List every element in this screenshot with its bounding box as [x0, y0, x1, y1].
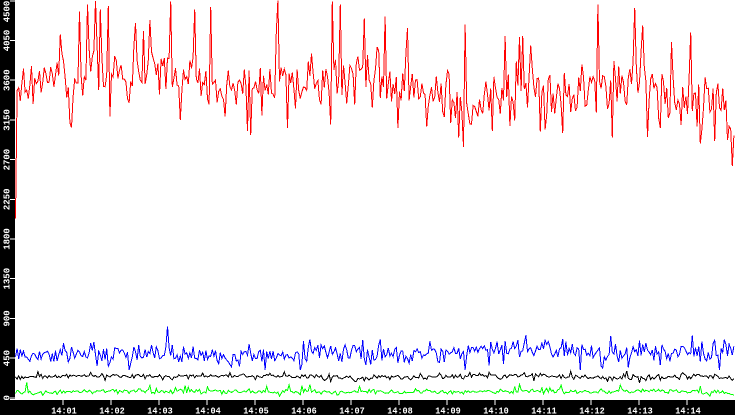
svg-text:14:14: 14:14	[675, 407, 701, 415]
svg-text:14:06: 14:06	[291, 407, 317, 415]
svg-text:0: 0	[2, 395, 12, 400]
svg-text:2250: 2250	[2, 188, 12, 210]
svg-text:14:10: 14:10	[483, 407, 509, 415]
svg-text:14:04: 14:04	[195, 407, 221, 415]
svg-text:900: 900	[2, 310, 12, 326]
svg-text:4500: 4500	[2, 1, 12, 23]
svg-text:450: 450	[2, 350, 12, 366]
svg-text:14:07: 14:07	[339, 407, 365, 415]
svg-text:1800: 1800	[2, 228, 12, 250]
svg-text:14:11: 14:11	[531, 407, 557, 415]
svg-text:14:02: 14:02	[99, 407, 125, 415]
svg-text:14:05: 14:05	[243, 407, 269, 415]
svg-text:4050: 4050	[2, 30, 12, 52]
svg-text:3150: 3150	[2, 109, 12, 131]
svg-text:14:09: 14:09	[435, 407, 461, 415]
svg-text:3600: 3600	[2, 69, 12, 91]
svg-text:1350: 1350	[2, 268, 12, 290]
svg-text:2700: 2700	[2, 149, 12, 171]
svg-text:14:03: 14:03	[147, 407, 173, 415]
svg-text:14:13: 14:13	[627, 407, 653, 415]
svg-text:14:01: 14:01	[51, 407, 77, 415]
svg-text:14:08: 14:08	[387, 407, 413, 415]
svg-text:14:12: 14:12	[579, 407, 605, 415]
